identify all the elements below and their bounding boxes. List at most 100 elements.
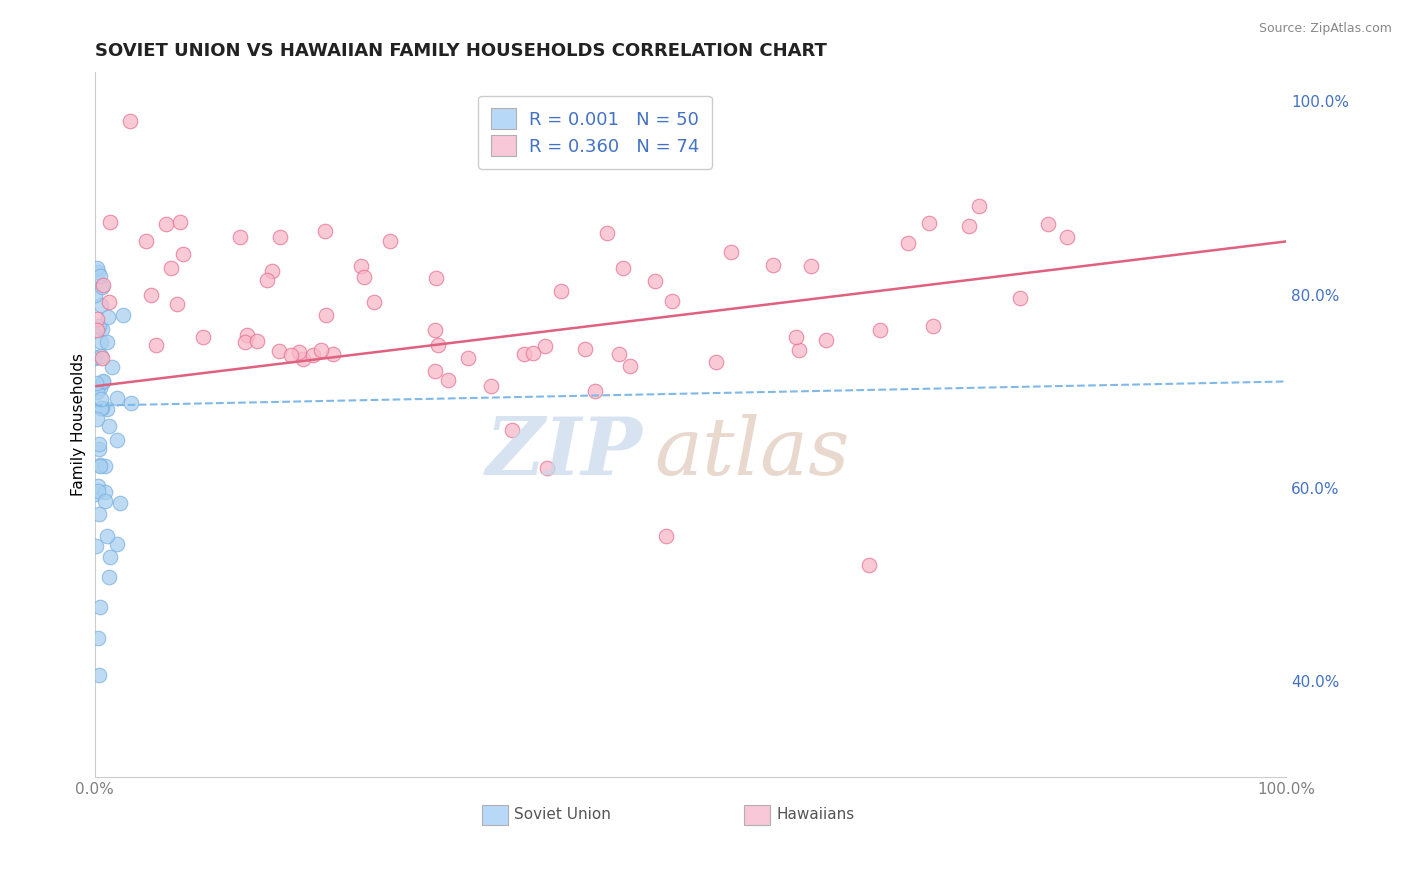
Point — [583, 384, 606, 398]
Point — [107, 392, 129, 406]
Text: atlas: atlas — [655, 415, 849, 491]
Point — [97, 294, 120, 309]
Point — [380, 235, 402, 249]
Y-axis label: Family Households: Family Households — [72, 353, 86, 497]
Point — [236, 328, 259, 343]
Point — [501, 423, 523, 437]
Point — [479, 378, 502, 392]
Point — [322, 347, 344, 361]
Point — [83, 350, 105, 364]
Point — [262, 264, 284, 278]
Point — [425, 323, 447, 337]
Point — [619, 359, 641, 373]
Point — [425, 271, 447, 285]
Point — [1008, 292, 1031, 306]
Point — [107, 537, 129, 551]
Point — [957, 219, 980, 234]
Point — [363, 295, 385, 310]
Point — [96, 335, 118, 350]
Point — [87, 507, 110, 521]
Point — [704, 354, 727, 368]
Point — [534, 338, 557, 352]
Text: ZIP: ZIP — [485, 415, 643, 491]
Point — [86, 312, 108, 326]
Point — [314, 224, 336, 238]
Point — [536, 461, 558, 475]
Point — [90, 392, 112, 406]
Point — [90, 401, 112, 415]
Point — [172, 247, 194, 261]
Point — [423, 364, 446, 378]
Point — [967, 198, 990, 212]
Point — [94, 459, 117, 474]
Point — [86, 412, 108, 426]
Text: Source: ZipAtlas.com: Source: ZipAtlas.com — [1258, 22, 1392, 36]
Point — [720, 245, 742, 260]
Point — [120, 113, 142, 128]
Point — [256, 273, 278, 287]
Point — [87, 667, 110, 681]
Point — [661, 294, 683, 309]
Point — [437, 373, 460, 387]
Point — [94, 484, 117, 499]
Point — [315, 309, 337, 323]
Point — [191, 330, 214, 344]
Point — [89, 459, 111, 474]
Point — [112, 308, 135, 322]
Point — [280, 348, 302, 362]
Point — [762, 258, 785, 272]
Point — [91, 280, 114, 294]
Point — [785, 330, 807, 344]
Point — [91, 351, 114, 366]
Point — [90, 334, 112, 349]
Point — [90, 298, 112, 312]
Point — [869, 323, 891, 337]
Point — [1036, 218, 1059, 232]
Point — [91, 277, 114, 292]
Point — [612, 261, 634, 276]
Point — [607, 347, 630, 361]
Point — [86, 323, 108, 337]
Point — [84, 351, 107, 365]
Point — [87, 631, 110, 645]
Point — [101, 360, 124, 375]
Point — [87, 437, 110, 451]
Point — [87, 442, 110, 456]
Point — [269, 229, 291, 244]
Point — [427, 338, 450, 352]
Point — [1056, 230, 1078, 244]
Point — [89, 381, 111, 395]
Point — [91, 375, 114, 389]
Point — [169, 215, 191, 229]
Point — [897, 235, 920, 250]
Point — [353, 269, 375, 284]
Point — [105, 433, 128, 447]
Point — [98, 550, 121, 565]
Point — [644, 274, 666, 288]
Point — [291, 352, 314, 367]
Point — [288, 345, 311, 359]
Point — [595, 226, 617, 240]
Point — [513, 347, 536, 361]
Point — [228, 230, 250, 244]
Point — [86, 479, 108, 493]
Point — [84, 288, 107, 302]
Point — [574, 343, 596, 357]
Text: SOVIET UNION VS HAWAIIAN FAMILY HOUSEHOLDS CORRELATION CHART: SOVIET UNION VS HAWAIIAN FAMILY HOUSEHOL… — [94, 42, 827, 60]
Point — [91, 321, 114, 335]
Point — [89, 268, 111, 283]
Point — [98, 215, 121, 229]
Point — [815, 333, 838, 347]
FancyBboxPatch shape — [482, 805, 508, 825]
Point — [86, 260, 108, 275]
Point — [98, 569, 121, 583]
Point — [89, 318, 111, 333]
Point — [800, 259, 823, 273]
Point — [87, 265, 110, 279]
FancyBboxPatch shape — [744, 805, 770, 825]
Point — [141, 287, 163, 301]
Point — [90, 349, 112, 363]
Point — [96, 529, 118, 543]
Point — [91, 374, 114, 388]
Point — [155, 217, 177, 231]
